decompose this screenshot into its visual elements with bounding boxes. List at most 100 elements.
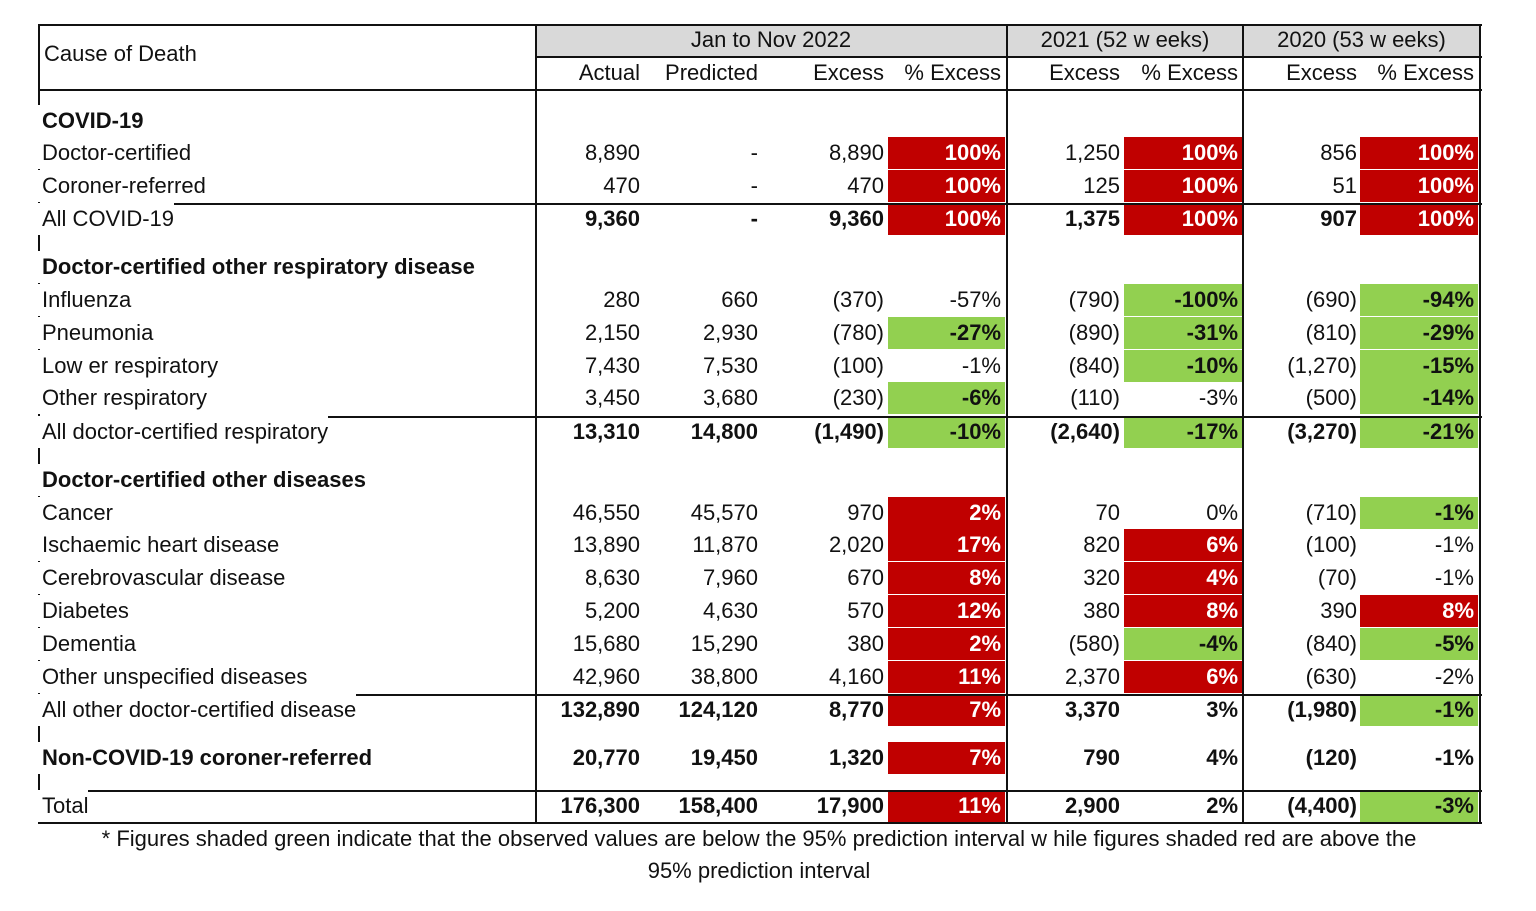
cell-pct-excess-2020: -2% xyxy=(1434,664,1474,689)
cell-excess-2021: 2,370 xyxy=(1064,664,1120,689)
cell-pct-excess-2021: 100% xyxy=(1124,137,1242,169)
cell-pct-excess-2022: 2% xyxy=(888,497,1005,529)
cell-actual: 8,890 xyxy=(584,140,640,165)
cell-predicted: 14,800 xyxy=(690,419,758,444)
cell-pct-excess-2020: -1% xyxy=(1434,532,1474,557)
cell-pct-excess-2020: 100% xyxy=(1360,170,1478,202)
cell-actual: 7,430 xyxy=(584,353,640,378)
cell-excess-2020: (500) xyxy=(1305,385,1357,410)
divider-line xyxy=(38,416,1482,418)
row-label: Ischaemic heart disease xyxy=(38,529,280,561)
cell-predicted: - xyxy=(750,206,758,231)
cell-pct-excess-2022: 100% xyxy=(888,203,1005,235)
cell-pct-excess-2022: 2% xyxy=(888,628,1005,660)
header-group-1: 2021 (52 w eeks) xyxy=(1040,27,1210,52)
cell-pct-excess-2021: 4% xyxy=(1124,562,1242,594)
row-label: Pneumonia xyxy=(38,317,154,349)
column-header-6: Excess xyxy=(1286,60,1357,85)
cell-excess-2021: 1,250 xyxy=(1064,140,1120,165)
cell-pct-excess-2021: 100% xyxy=(1124,203,1242,235)
cell-actual: 42,960 xyxy=(572,664,640,689)
cell-pct-excess-2022: 7% xyxy=(888,694,1005,726)
divider-line xyxy=(1006,24,1008,824)
column-header-0: Actual xyxy=(578,60,640,85)
column-header-3: % Excess xyxy=(904,60,1001,85)
cell-excess-2020: (100) xyxy=(1305,532,1357,557)
cell-pct-excess-2021: -4% xyxy=(1124,628,1242,660)
cell-excess-2020: (1,980) xyxy=(1287,697,1357,722)
divider-line xyxy=(1479,24,1481,824)
divider-line xyxy=(38,790,1482,792)
cell-pct-excess-2020: 8% xyxy=(1360,595,1478,627)
row-label: All doctor-certified respiratory xyxy=(38,416,329,448)
cell-predicted: - xyxy=(750,173,758,198)
row-label: Doctor-certified xyxy=(38,137,192,169)
cell-predicted: - xyxy=(750,140,758,165)
cell-pct-excess-2022: 100% xyxy=(888,170,1005,202)
row-label: Total xyxy=(38,790,89,822)
cell-excess-2021: (110) xyxy=(1070,385,1120,410)
divider-line xyxy=(38,822,1482,824)
column-header-5: % Excess xyxy=(1141,60,1238,85)
cell-excess-2020: (710) xyxy=(1305,500,1357,525)
footnote-line-2: 95% prediction interval xyxy=(647,858,871,883)
cell-excess-2020: 907 xyxy=(1320,206,1357,231)
cell-pct-excess-2021: 4% xyxy=(1206,745,1238,770)
row-label: Coroner-referred xyxy=(38,170,206,202)
cell-actual: 13,310 xyxy=(572,419,640,444)
footnote-line-1: * Figures shaded green indicate that the… xyxy=(101,826,1417,851)
row-label: Other respiratory xyxy=(38,382,208,414)
row-label: All other doctor-certified disease xyxy=(38,694,357,726)
cell-actual: 470 xyxy=(603,173,640,198)
cell-actual: 280 xyxy=(603,287,640,312)
cell-actual: 13,890 xyxy=(572,532,640,557)
cell-pct-excess-2020: -94% xyxy=(1360,284,1478,316)
section-heading: Doctor-certified other respiratory disea… xyxy=(38,251,475,283)
cell-pct-excess-2020: -1% xyxy=(1360,497,1478,529)
cell-predicted: 3,680 xyxy=(702,385,758,410)
cell-pct-excess-2022: 7% xyxy=(888,742,1005,774)
cell-pct-excess-2021: 6% xyxy=(1124,529,1242,561)
cell-pct-excess-2021: 2% xyxy=(1206,793,1238,818)
cell-actual: 8,630 xyxy=(584,565,640,590)
cell-excess-2020: (120) xyxy=(1305,745,1357,770)
cell-actual: 9,360 xyxy=(584,206,640,231)
cell-pct-excess-2022: 11% xyxy=(888,790,1005,822)
cell-predicted: 124,120 xyxy=(678,697,758,722)
header-cause-of-death: Cause of Death xyxy=(40,38,197,70)
cell-excess-2021: 125 xyxy=(1083,173,1120,198)
cell-predicted: 660 xyxy=(721,287,758,312)
row-label: Cancer xyxy=(38,497,113,529)
cell-pct-excess-2022: 8% xyxy=(888,562,1005,594)
cell-excess-2021: (890) xyxy=(1068,320,1120,345)
cell-excess-2022: 8,890 xyxy=(828,140,884,165)
cell-predicted: 19,450 xyxy=(690,745,758,770)
cell-actual: 176,300 xyxy=(560,793,640,818)
cell-excess-2021: 3,370 xyxy=(1064,697,1120,722)
cell-excess-2020: (70) xyxy=(1317,565,1357,590)
cell-excess-2022: 670 xyxy=(847,565,884,590)
cell-excess-2021: (840) xyxy=(1068,353,1120,378)
cell-excess-2022: 970 xyxy=(847,500,884,525)
cell-pct-excess-2020: 100% xyxy=(1360,137,1478,169)
cell-actual: 2,150 xyxy=(584,320,640,345)
cell-pct-excess-2022: -6% xyxy=(888,382,1005,414)
divider-line xyxy=(535,56,1482,58)
cell-pct-excess-2022: -27% xyxy=(888,317,1005,349)
cell-pct-excess-2020: 100% xyxy=(1360,203,1478,235)
cell-pct-excess-2021: 100% xyxy=(1124,170,1242,202)
cell-excess-2022: 470 xyxy=(847,173,884,198)
cell-pct-excess-2021: 0% xyxy=(1206,500,1238,525)
header-group-2: 2020 (53 w eeks) xyxy=(1277,27,1446,52)
cell-excess-2020: 390 xyxy=(1320,598,1357,623)
cell-pct-excess-2020: -29% xyxy=(1360,317,1478,349)
cell-excess-2022: 380 xyxy=(847,631,884,656)
divider-line xyxy=(38,694,1482,696)
row-label: Other unspecified diseases xyxy=(38,661,308,693)
cell-excess-2021: 790 xyxy=(1083,745,1120,770)
cell-predicted: 7,960 xyxy=(702,565,758,590)
cell-excess-2022: 570 xyxy=(847,598,884,623)
cell-excess-2022: 9,360 xyxy=(828,206,884,231)
cell-excess-2022: 4,160 xyxy=(828,664,884,689)
cell-pct-excess-2021: -3% xyxy=(1198,385,1238,410)
